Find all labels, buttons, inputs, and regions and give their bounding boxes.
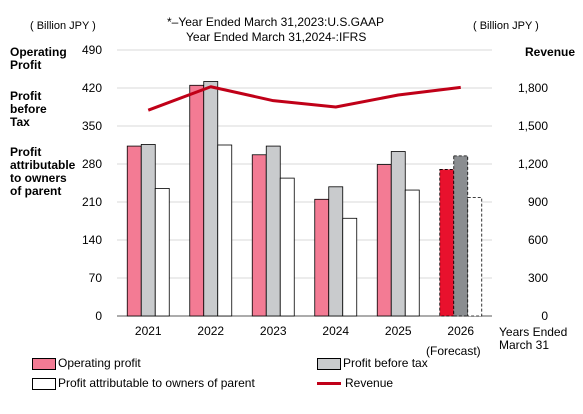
right-tick-label: 1,500 (518, 119, 548, 133)
left-tick-label: 350 (82, 119, 102, 133)
left-tick-label: 0 (95, 309, 102, 323)
bar-operating-profit (251, 154, 267, 317)
legend-label-revenue: Revenue (345, 376, 394, 390)
bar-profit-attributable (217, 144, 233, 317)
legend-swatch-revenue (317, 382, 341, 385)
bar-profit-before-tax (453, 155, 469, 317)
bar-profit-attributable (404, 189, 420, 317)
legend-label-profit-before-tax: Profit before tax (343, 356, 428, 370)
right-tick-label: 600 (528, 233, 548, 247)
bar-operating-profit (189, 84, 205, 317)
bar-profit-before-tax (140, 144, 156, 317)
accounting-note-line-1: *–Year Ended March 31,2023:U.S.GAAP (167, 15, 385, 29)
x-tick-label: 2023 (260, 324, 287, 338)
left-tick-label: 70 (89, 271, 103, 285)
bar-profit-before-tax (203, 81, 219, 317)
left-tick-label: 140 (82, 233, 102, 247)
legend-swatch-profit-attributable (32, 378, 56, 390)
accounting-note-line-2: Year Ended March 31,2024-:IFRS (186, 30, 367, 44)
bar-profit-before-tax (390, 151, 406, 317)
bar-profit-attributable (342, 217, 358, 317)
profit-attributable-axis-label: Profit attributable to owners of parent (10, 145, 76, 198)
x-tick-label: 2021 (135, 324, 162, 338)
revenue-axis-label: Revenue (525, 45, 576, 59)
right-axis-unit: ( Billion JPY ) (473, 20, 539, 32)
left-tick-label: 280 (82, 157, 102, 171)
left-axis-unit: ( Billion JPY ) (30, 20, 96, 32)
right-tick-label: 1,200 (518, 157, 548, 171)
revenue-line (147, 85, 461, 112)
bar-operating-profit (126, 145, 142, 317)
operating-profit-axis-label: Operating Profit (10, 45, 67, 72)
left-tick-label: 210 (82, 195, 102, 209)
gridlines (117, 49, 492, 317)
right-tick-label: 1,800 (518, 81, 548, 95)
bar-profit-attributable (279, 177, 295, 317)
right-tick-label: 0 (541, 309, 548, 323)
forecast-label: (Forecast) (426, 344, 481, 358)
legend-label-profit-attributable: Profit attributable to owners of parent (58, 376, 255, 390)
bars (126, 81, 483, 317)
bar-profit-attributable (467, 197, 483, 317)
x-tick-label: 2024 (322, 324, 349, 338)
x-tick-label: 2022 (197, 324, 224, 338)
bar-operating-profit (439, 169, 455, 317)
bar-profit-before-tax (265, 145, 281, 317)
revenue-line-group (147, 85, 461, 112)
bar-profit-attributable (154, 188, 170, 317)
x-tick-label: 2025 (385, 324, 412, 338)
x-axis-title: Years Ended March 31 (499, 325, 568, 352)
legend-label-operating-profit: Operating profit (58, 356, 141, 370)
bar-operating-profit (376, 164, 392, 317)
left-tick-label: 420 (82, 81, 102, 95)
x-tick-label: 2026 (447, 324, 474, 338)
left-tick-label: 490 (82, 43, 102, 57)
bar-profit-before-tax (328, 186, 344, 317)
legend-swatch-operating-profit (32, 358, 56, 370)
tick-labels: 0 70 140 210 280 350 420 490 0 300 600 900 1,200 1,50… (82, 43, 548, 338)
profit-before-tax-axis-label: Profit before Tax (10, 89, 47, 129)
right-tick-label: 300 (528, 271, 548, 285)
right-tick-label: 900 (528, 195, 548, 209)
legend-swatch-profit-before-tax (317, 358, 341, 370)
bar-operating-profit (314, 198, 330, 317)
